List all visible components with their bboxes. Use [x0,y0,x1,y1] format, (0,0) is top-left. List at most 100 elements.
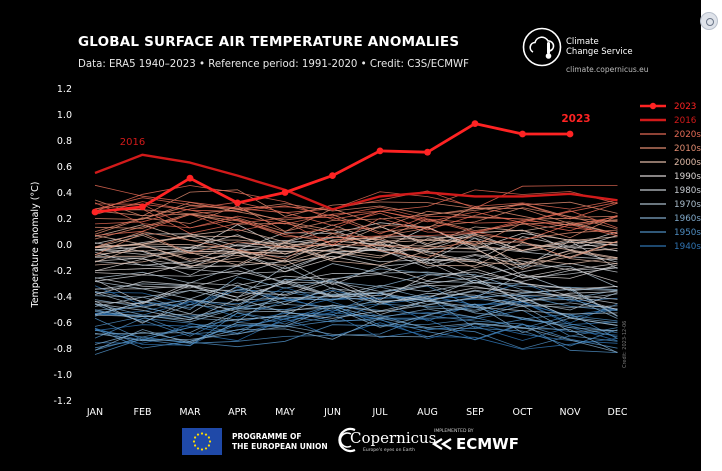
series-2023-point [424,148,431,156]
legend-label: 1990s [674,172,701,182]
legend-label: 1940s [674,242,701,252]
legend-label: 2023 [674,102,696,112]
series-2016-line [94,153,618,211]
x-tick-label: SEP [466,407,484,418]
logo-line-1: Climate [566,37,599,47]
decade-year-line [94,230,618,255]
decade-year-line [94,203,618,233]
x-tick-label: AUG [417,407,438,418]
decade-year-line [94,281,618,311]
decade-year-line [94,251,618,279]
copernicus-mark-icon [338,427,356,453]
x-tick-label: OCT [513,407,533,418]
decade-year-line [94,185,618,214]
logo-line-2: Change Service [566,47,633,57]
series-2023-point [281,189,289,196]
y-tick-label: 0.8 [57,136,72,147]
decade-year-line [94,205,618,235]
decade-year-line [94,273,618,303]
decade-year-line [94,224,618,252]
decade-year-line [94,298,618,321]
legend-label: 1980s [674,186,701,196]
legend-label: 2000s [674,158,701,168]
decade-year-line [94,201,618,233]
eu-programme-label: PROGRAMME OF THE EUROPEAN UNION [232,432,328,452]
x-tick-label: NOV [560,407,581,418]
decade-year-line [94,241,618,267]
decade-year-line [94,213,618,246]
decade-year-line [94,201,618,231]
decade-year-line [94,279,618,311]
series-2023-point [376,147,384,155]
programme-line-1: PROGRAMME OF [232,432,302,441]
legend-label: 1960s [674,214,701,224]
programme-line-2: THE EUROPEAN UNION [232,442,328,451]
decade-year-line [94,273,618,300]
logo-service-name: Climate Change Service [566,37,646,57]
legend-label: 2010s [674,144,701,154]
decade-year-line [94,203,618,238]
copernicus-tagline: Europe's eyes on Earth [363,448,415,453]
chart-title: GLOBAL SURFACE AIR TEMPERATURE ANOMALIES [78,34,460,50]
series-2023-point [329,172,336,180]
y-tick-label: 0.4 [57,188,72,199]
corner-settings-button[interactable] [700,12,718,30]
decade-year-line [94,258,618,283]
decade-year-line [94,232,618,259]
decade-year-line [94,268,618,311]
decade-year-line [94,315,618,338]
chart-subtitle: Data: ERA5 1940–2023 • Reference period:… [78,59,469,70]
y-tick-label: -0.8 [53,344,72,355]
thermometer-cloud-icon [522,27,562,67]
implemented-by-label: IMPLEMENTED BY [434,429,474,434]
series-2023-point [471,120,479,127]
decade-year-line [94,282,618,305]
y-tick-label: 0.2 [57,214,72,225]
annotation-2016: 2016 [120,137,145,148]
decade-year-line [94,303,618,342]
y-tick-label: -0.4 [53,292,72,303]
x-tick-label: JUN [323,407,341,418]
y-axis-label: Temperature anomaly (°C) [30,181,41,308]
x-tick-label: APR [228,407,247,418]
decade-year-line [94,259,618,289]
decade-year-line [94,184,618,210]
decade-year-line [94,263,618,288]
y-tick-label: 0.6 [57,162,72,173]
y-tick-label: -1.2 [53,396,72,407]
decade-year-line [94,318,618,350]
x-tick-label: MAY [275,407,295,418]
x-tick-label: MAR [179,407,201,418]
copernicus-wordmark: Copernicus [350,429,437,447]
side-credit: Credit: 2023-12-06 [622,320,628,368]
decade-year-line [94,206,618,233]
y-tick-label: 0.0 [57,240,72,251]
decade-year-line [94,245,618,269]
x-tick-label: FEB [134,407,152,418]
x-tick-label: DEC [608,407,628,418]
decade-year-line [94,255,618,290]
y-tick-label: -1.0 [53,370,72,381]
series-2023-point [91,208,99,216]
decade-year-line [94,322,618,354]
series-2023-point [519,130,526,138]
ecmwf-arrows-icon [432,437,452,451]
decade-year-line [94,237,618,266]
decade-year-line [94,296,618,338]
decade-year-line [94,241,618,272]
annotation-2023: 2023 [561,113,590,125]
legend-marker [649,102,657,110]
ecmwf-wordmark: ECMWF [456,435,519,453]
y-tick-label: -0.2 [53,266,72,277]
legend-label: 1970s [674,200,701,210]
series-2023-point [234,199,241,207]
decade-year-line [94,243,618,270]
decade-year-line [94,304,618,337]
series-2023-point [139,203,146,211]
decade-year-line [94,185,618,220]
series-2023-point [566,130,574,138]
y-tick-label: -0.6 [53,318,72,329]
legend-label: 1950s [674,228,701,238]
